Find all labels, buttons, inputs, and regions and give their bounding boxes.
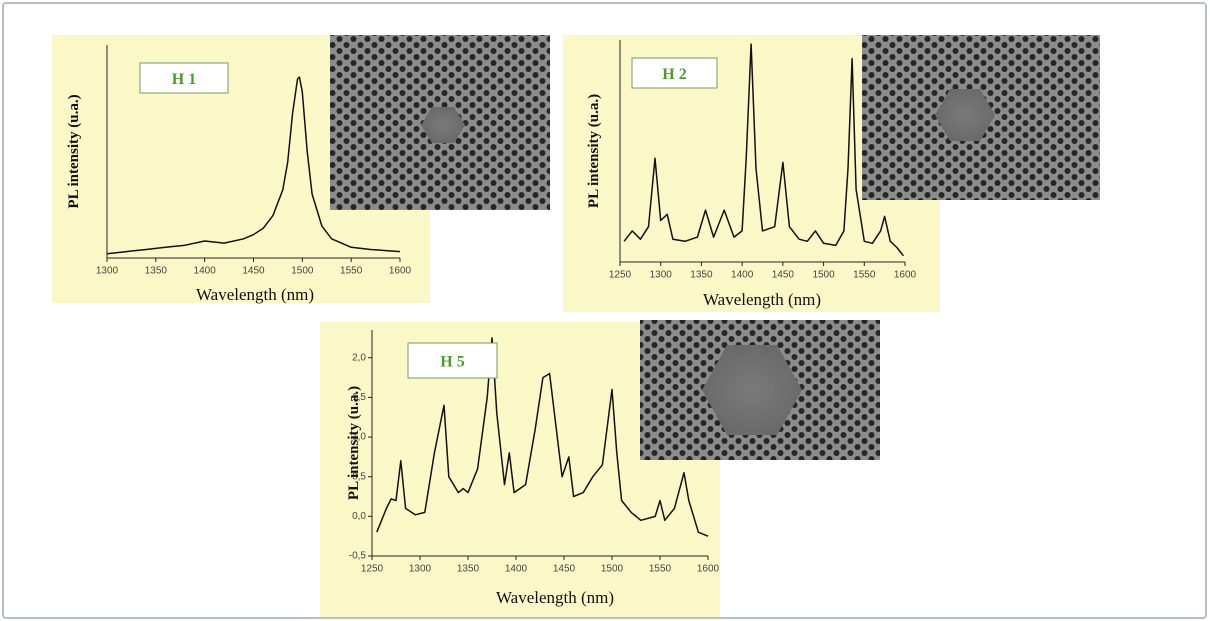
x-tick-label: 1350 [690,270,713,281]
x-tick-label: 1400 [505,564,528,575]
spectrum-line [623,43,904,257]
x-tick-label: 1350 [457,564,480,575]
x-tick-label: 1300 [409,564,432,575]
cavity-defect [935,89,995,141]
x-tick-label: 1250 [361,564,384,575]
x-axis-label: Wavelength (nm) [196,285,314,304]
x-tick-label: 1450 [553,564,576,575]
spectrum-line [106,76,401,255]
x-tick-label: 1300 [650,270,673,281]
label-box [631,57,718,89]
spectrum-line [376,337,709,537]
x-tick-label: 1550 [649,564,672,575]
x-tick-label: 1600 [894,270,917,281]
x-tick-label: 1450 [242,266,265,277]
y-tick-label: 1,0 [352,432,366,443]
y-tick-label: 0,5 [352,471,366,482]
x-tick-label: 1250 [609,270,632,281]
y-tick-label: 0,0 [352,511,366,522]
x-tick-label: 1350 [145,266,168,277]
x-tick-label: 1400 [731,270,754,281]
y-tick-label: 2,0 [352,352,366,363]
cavity-label: H 1 [172,71,196,88]
x-axis-label: Wavelength (nm) [496,588,614,607]
x-tick-label: 1500 [291,266,314,277]
y-tick-label: 1,5 [352,392,366,403]
x-tick-label: 1500 [601,564,624,575]
x-tick-label: 1550 [853,270,876,281]
cavity-defect [702,345,802,435]
cavity-defect [421,107,465,143]
x-tick-label: 1550 [340,266,363,277]
cavity-label: H 2 [662,66,686,83]
cavity-label: H 5 [440,354,464,371]
y-axis-label: PL intensity (u.a.) [66,94,82,208]
x-tick-label: 1600 [697,564,720,575]
y-axis-label: PL intensity (u.a.) [346,386,362,500]
x-tick-label: 1500 [812,270,835,281]
x-tick-label: 1400 [194,266,217,277]
label-box [139,62,229,94]
x-axis-label: Wavelength (nm) [703,290,821,309]
x-tick-label: 1600 [389,266,412,277]
y-axis-label: PL intensity (u.a.) [586,94,602,208]
x-tick-label: 1300 [96,266,119,277]
y-tick-label: -0,5 [349,551,367,562]
label-box [407,342,498,379]
x-tick-label: 1450 [772,270,795,281]
